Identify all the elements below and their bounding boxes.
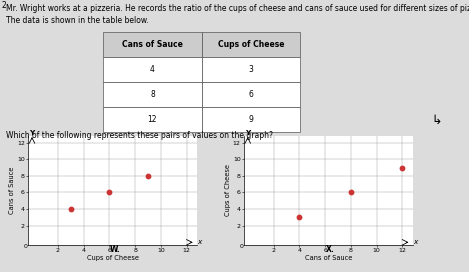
Text: Mr. Wright works at a pizzeria. He records the ratio of the cups of cheese and c: Mr. Wright works at a pizzeria. He recor… <box>6 4 469 13</box>
Text: 2: 2 <box>1 1 6 10</box>
Text: 0: 0 <box>239 244 243 249</box>
Text: X.: X. <box>326 245 335 254</box>
Text: The data is shown in the table below.: The data is shown in the table below. <box>6 16 148 25</box>
Point <box>144 174 152 178</box>
X-axis label: Cans of Sauce: Cans of Sauce <box>304 255 352 261</box>
Text: Y: Y <box>30 129 35 135</box>
Text: Y: Y <box>245 129 250 135</box>
Text: x: x <box>413 239 418 245</box>
Text: ↳: ↳ <box>431 114 442 127</box>
Text: Which of the following represents these pairs of values on the graph?: Which of the following represents these … <box>6 131 272 140</box>
X-axis label: Cups of Cheese: Cups of Cheese <box>87 255 138 261</box>
Text: W.: W. <box>110 245 120 254</box>
Point <box>67 207 75 211</box>
Y-axis label: Cans of Sauce: Cans of Sauce <box>9 167 15 214</box>
Point <box>295 215 303 220</box>
Text: 0: 0 <box>23 244 28 249</box>
Point <box>347 190 355 195</box>
Y-axis label: Cups of Cheese: Cups of Cheese <box>225 164 231 217</box>
Text: x: x <box>197 239 202 245</box>
Point <box>106 190 113 195</box>
Point <box>399 165 406 170</box>
